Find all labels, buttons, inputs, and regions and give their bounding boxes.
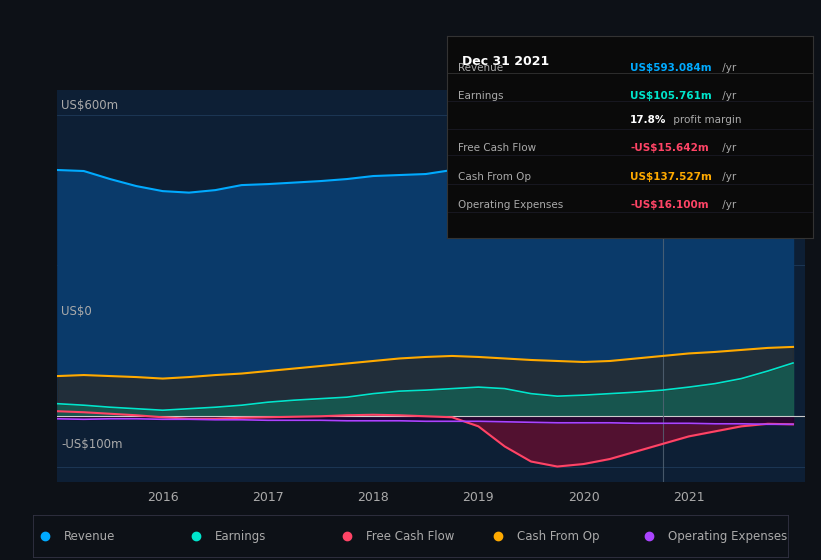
Text: -US$100m: -US$100m bbox=[62, 438, 122, 451]
Text: Free Cash Flow: Free Cash Flow bbox=[458, 143, 537, 153]
Text: -US$15.642m: -US$15.642m bbox=[631, 143, 709, 153]
Text: Revenue: Revenue bbox=[458, 63, 503, 73]
Text: profit margin: profit margin bbox=[670, 115, 742, 125]
Text: Operating Expenses: Operating Expenses bbox=[668, 530, 787, 543]
Text: Earnings: Earnings bbox=[215, 530, 266, 543]
Text: Earnings: Earnings bbox=[458, 91, 504, 101]
Text: /yr: /yr bbox=[718, 91, 736, 101]
Text: /yr: /yr bbox=[718, 171, 736, 181]
Text: Cash From Op: Cash From Op bbox=[517, 530, 599, 543]
Text: /yr: /yr bbox=[718, 200, 736, 210]
Text: Dec 31 2021: Dec 31 2021 bbox=[462, 54, 549, 68]
Text: US$0: US$0 bbox=[62, 305, 92, 318]
Text: /yr: /yr bbox=[718, 63, 736, 73]
Text: Free Cash Flow: Free Cash Flow bbox=[366, 530, 454, 543]
Text: Revenue: Revenue bbox=[64, 530, 115, 543]
Text: US$593.084m: US$593.084m bbox=[631, 63, 712, 73]
Text: Operating Expenses: Operating Expenses bbox=[458, 200, 564, 210]
Text: Cash From Op: Cash From Op bbox=[458, 171, 531, 181]
Text: /yr: /yr bbox=[718, 143, 736, 153]
Text: 17.8%: 17.8% bbox=[631, 115, 667, 125]
Text: US$137.527m: US$137.527m bbox=[631, 171, 712, 181]
Text: US$600m: US$600m bbox=[62, 100, 118, 113]
Text: -US$16.100m: -US$16.100m bbox=[631, 200, 709, 210]
Text: US$105.761m: US$105.761m bbox=[631, 91, 712, 101]
